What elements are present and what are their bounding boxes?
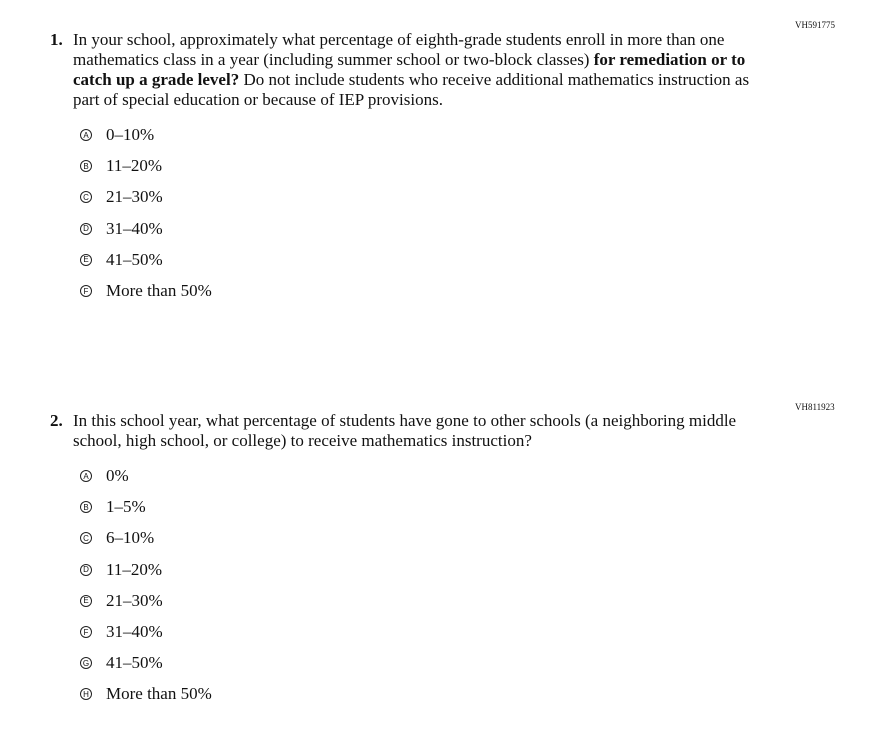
option: C 6–10%	[80, 528, 154, 548]
option-text: 41–50%	[106, 653, 163, 673]
option: E 41–50%	[80, 250, 163, 270]
option-letter: F	[80, 285, 92, 297]
question-id: VH591775	[795, 20, 835, 30]
text: In your school, approximately what perce…	[73, 30, 725, 69]
option: D 11–20%	[80, 560, 162, 580]
option-text: 31–40%	[106, 218, 163, 238]
option: F 31–40%	[80, 622, 163, 642]
option-letter: H	[80, 688, 92, 701]
option: F More than 50%	[80, 281, 212, 301]
option-text: More than 50%	[106, 684, 212, 704]
option-text: 11–20%	[106, 559, 163, 579]
text: In this school year, what percentage of …	[73, 411, 737, 450]
option-text: More than 50%	[106, 281, 212, 300]
option-letter: B	[80, 160, 92, 173]
option-letter: B	[80, 501, 92, 514]
option-text: 0%	[106, 466, 129, 485]
option-text: 11–20%	[106, 156, 163, 176]
option-letter: E	[80, 594, 92, 607]
question-id: VH811923	[795, 402, 835, 412]
option-letter: C	[80, 191, 92, 204]
option-letter: A	[80, 470, 92, 482]
option-text: 1–5%	[106, 497, 146, 517]
option: G 41–50%	[80, 653, 163, 673]
question-text: In this school year, what percentage of …	[73, 411, 765, 451]
option-text: 6–10%	[106, 528, 155, 548]
option: A 0–10%	[80, 125, 154, 145]
option: H More than 50%	[80, 684, 212, 704]
option-letter: D	[80, 222, 92, 235]
question-number: 1.	[50, 30, 63, 49]
option-letter: A	[80, 129, 92, 141]
option: E 21–30%	[80, 591, 163, 611]
question-text: In your school, approximately what perce…	[73, 30, 765, 110]
option: D 31–40%	[80, 219, 163, 239]
option: B 1–5%	[80, 497, 146, 517]
option-text: 0–10%	[106, 125, 155, 144]
option-text: 41–50%	[106, 249, 163, 269]
option-letter: C	[80, 532, 92, 545]
option-text: 21–30%	[106, 590, 163, 610]
option-letter: D	[80, 563, 92, 576]
option: C 21–30%	[80, 187, 163, 207]
question-number: 2.	[50, 411, 63, 430]
option: B 11–20%	[80, 156, 162, 176]
option: A 0%	[80, 466, 129, 486]
emphasis: for remediation or to catch up a grade l…	[73, 50, 746, 89]
option-letter: F	[80, 626, 92, 638]
option-text: 21–30%	[106, 187, 163, 207]
option-letter: E	[80, 253, 92, 266]
text: Do not include students who receive addi…	[73, 70, 750, 109]
option-text: 31–40%	[106, 622, 163, 641]
option-letter: G	[80, 657, 92, 670]
